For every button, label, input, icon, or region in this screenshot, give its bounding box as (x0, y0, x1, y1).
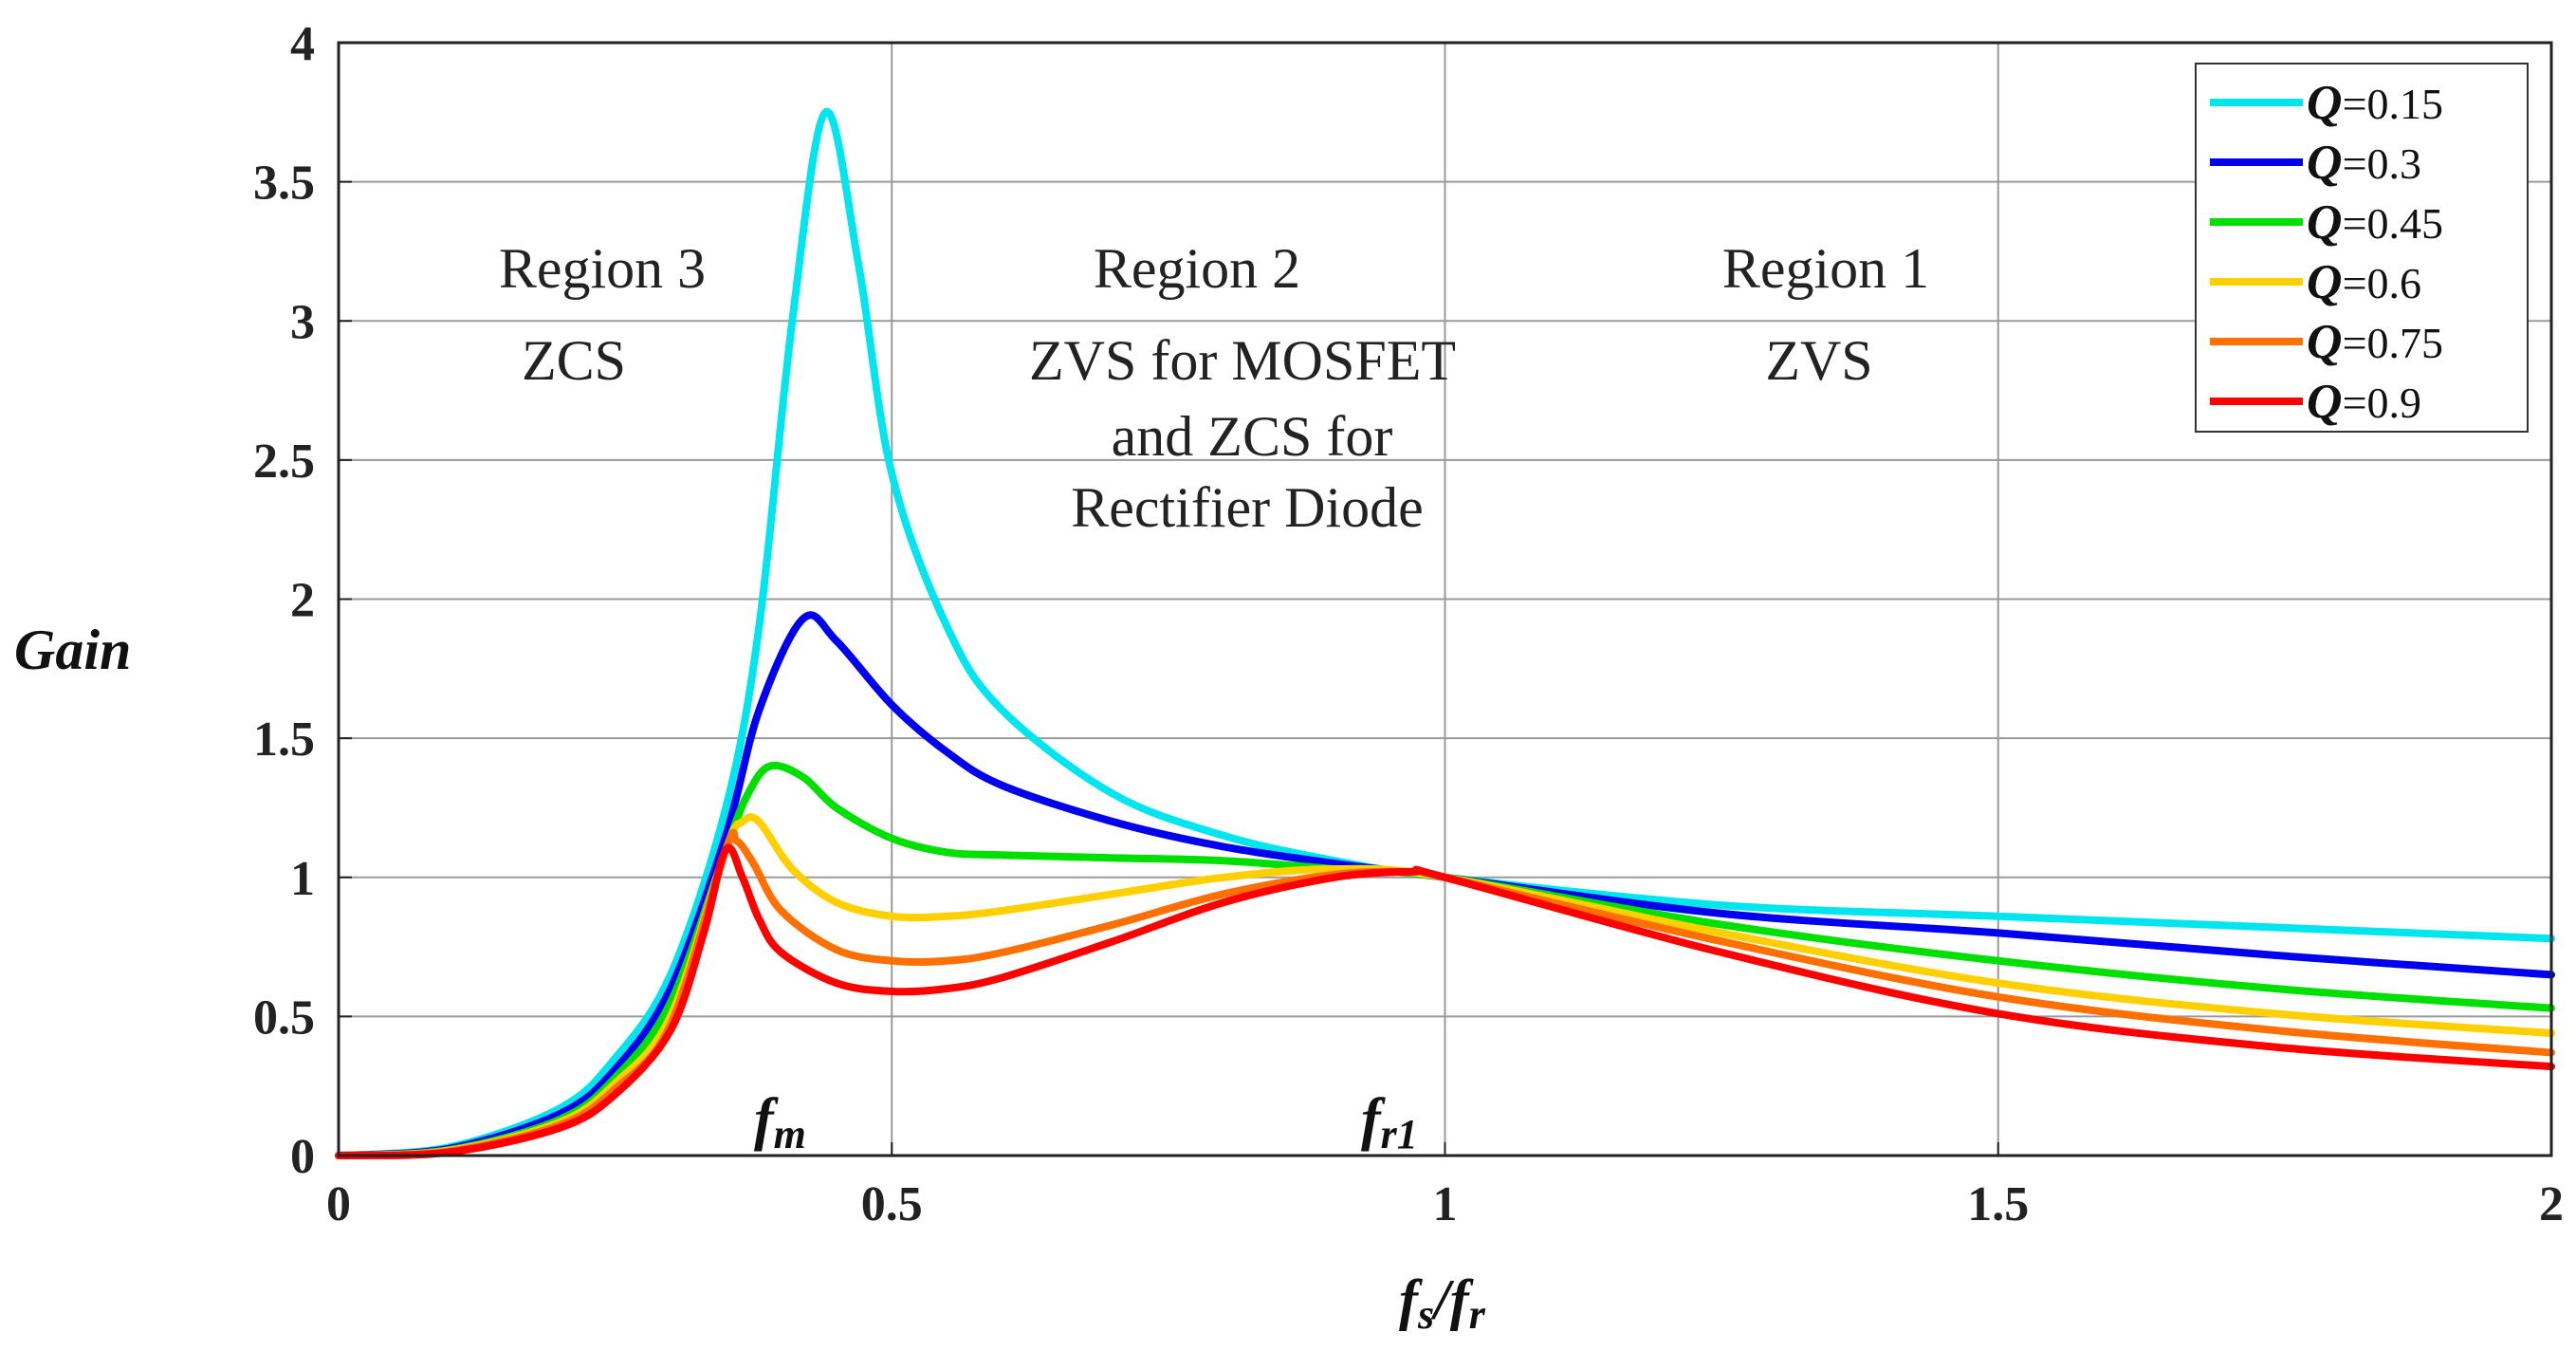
y-tick-label: 3 (290, 295, 315, 349)
x-tick-label: 2 (2539, 1177, 2564, 1231)
region-1-label: Region 1 ZVS (1722, 237, 1929, 392)
region-2-line: and ZCS for (1112, 405, 1393, 468)
x-tick-labels: 0 0.5 1 1.5 2 (326, 1142, 2564, 1231)
y-tick-label: 1 (290, 852, 315, 906)
region-2-title: Region 2 (1094, 237, 1300, 300)
series-line-q2 (335, 611, 2555, 1159)
curves (335, 107, 2555, 1159)
x-tick-label: 0.5 (861, 1177, 923, 1231)
region-2-line: ZVS for MOSFET (1029, 329, 1456, 392)
y-tick-label: 2.5 (253, 435, 315, 489)
region-1-title: Region 1 (1722, 237, 1929, 300)
series-line-q1 (335, 107, 2555, 1159)
legend-label: Q=0.9 (2307, 375, 2421, 429)
region-3-label: Region 3 ZCS (499, 237, 706, 392)
region-2-line: Rectifier Diode (1071, 476, 1424, 539)
legend-label: Q=0.15 (2307, 76, 2443, 130)
x-tick-label: 1 (1433, 1177, 1458, 1231)
region-2-label: Region 2 ZVS for MOSFET and ZCS for Rect… (1029, 237, 1456, 539)
legend-label: Q=0.6 (2307, 255, 2421, 309)
legend-box (2195, 63, 2529, 433)
legend-label: Q=0.75 (2307, 315, 2443, 369)
legend-label: Q=0.45 (2307, 195, 2443, 250)
y-tick-label: 1.5 (253, 713, 315, 767)
y-tick-label: 3.5 (253, 157, 315, 211)
x-tick-label: 0 (326, 1177, 351, 1231)
y-tick-label: 2 (290, 574, 315, 628)
series-line-q3 (335, 761, 2555, 1159)
x-axis-label: fs/fr (1399, 1268, 1486, 1338)
y-tick-label: 0 (290, 1130, 315, 1184)
legend: Q=0.15 Q=0.3Q=0.45Q=0.6 Q=0.75 Q=0.9 (2195, 63, 2529, 433)
region-3-line: ZCS (522, 329, 626, 392)
series-line-q6 (335, 843, 2555, 1159)
series-line-q4 (335, 813, 2555, 1159)
y-tick-labels: 0 0.5 1 1.5 2 2.5 3 3.5 4 (253, 17, 352, 1184)
y-tick-label: 4 (290, 17, 315, 71)
y-tick-label: 0.5 (253, 990, 315, 1045)
region-1-line: ZVS (1765, 329, 1872, 392)
y-axis-label: Gain (14, 619, 131, 681)
legend-label: Q=0.3 (2307, 136, 2421, 190)
x-tick-label: 1.5 (1967, 1177, 2029, 1231)
region-3-title: Region 3 (499, 237, 706, 300)
